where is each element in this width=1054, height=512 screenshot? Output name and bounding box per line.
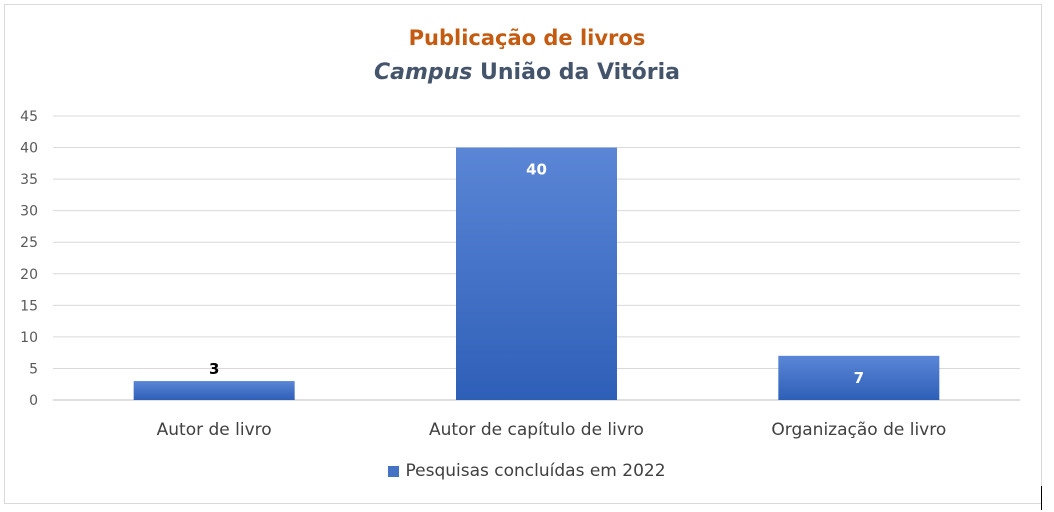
y-tick-label: 30 bbox=[20, 204, 38, 220]
data-label: 3 bbox=[209, 360, 219, 378]
bar bbox=[778, 355, 940, 400]
subtitle-italic: Campus bbox=[373, 60, 473, 85]
chart-title: Publicação de livros bbox=[408, 26, 646, 50]
y-tick-label: 15 bbox=[20, 298, 38, 314]
text-cursor bbox=[1041, 486, 1042, 510]
y-tick-label: 0 bbox=[29, 393, 38, 409]
y-tick-label: 20 bbox=[20, 267, 38, 283]
category-label: Autor de capítulo de livro bbox=[429, 420, 644, 440]
category-label: Autor de livro bbox=[157, 420, 272, 440]
y-tick-label: 10 bbox=[20, 330, 38, 346]
legend: Pesquisas concluídas em 2022 bbox=[0, 461, 1054, 481]
bar bbox=[456, 147, 617, 400]
bar bbox=[133, 381, 295, 400]
legend-label: Pesquisas concluídas em 2022 bbox=[405, 461, 666, 481]
category-label: Organização de livro bbox=[771, 420, 946, 440]
data-label: 40 bbox=[526, 161, 547, 179]
chart-subtitle: Campus União da Vitória bbox=[0, 60, 1054, 85]
y-tick-label: 5 bbox=[29, 361, 38, 377]
y-tick-label: 25 bbox=[20, 235, 38, 251]
y-tick-label: 40 bbox=[20, 141, 38, 157]
legend-swatch bbox=[388, 465, 400, 477]
subtitle-rest: União da Vitória bbox=[472, 60, 681, 85]
y-tick-label: 35 bbox=[20, 172, 38, 188]
y-tick-label: 45 bbox=[20, 109, 38, 125]
data-label: 7 bbox=[854, 369, 864, 387]
